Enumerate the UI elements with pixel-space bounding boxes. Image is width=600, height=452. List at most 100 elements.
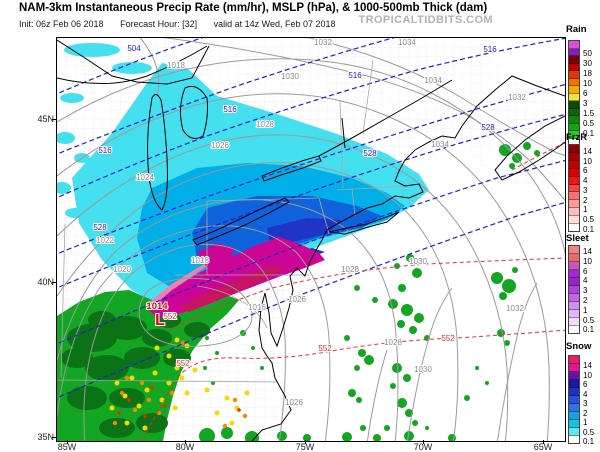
precip-speck (356, 397, 362, 403)
precip-speck (112, 420, 118, 426)
precip-speck (392, 363, 402, 373)
precip-speck (360, 425, 366, 431)
legend-color-cell (569, 131, 579, 139)
legend-color-cell (569, 56, 579, 64)
precip-patch (60, 93, 84, 103)
legend-value-label: 18 (583, 69, 592, 78)
legend-color-cell (569, 286, 579, 294)
legend-value-label: 14 (583, 147, 592, 156)
precip-speck (485, 381, 489, 385)
legend-color-cell (569, 310, 579, 318)
legend-colorbar-rain (568, 40, 580, 146)
precip-speck (348, 389, 356, 397)
legend-color-cell (569, 388, 579, 396)
legend-color-cell (569, 412, 579, 420)
precip-speck (242, 413, 248, 419)
precip-speck (403, 374, 411, 382)
precip-speck (143, 414, 147, 418)
precip-patch (85, 355, 129, 381)
legend-value-label: 1 (583, 305, 588, 315)
legend-value-label: 10 (583, 370, 592, 380)
precip-speck (214, 410, 220, 416)
legend-value-label: 6 (583, 166, 588, 176)
legend-color-cell (569, 184, 579, 193)
coastlines (57, 39, 565, 441)
legend-color-cell (569, 428, 579, 436)
run-info: Init: 06z Feb 06 2018 Forecast Hour: [32… (19, 19, 350, 29)
precip-patch (88, 311, 116, 329)
lat-label: 40N (37, 277, 54, 287)
rain-shading (57, 142, 540, 441)
thickness-label-cold: 516 (348, 71, 362, 80)
legend-color-cell (569, 176, 579, 185)
precip-speck (354, 285, 360, 291)
precip-patch (109, 149, 125, 157)
precip-patch (67, 324, 117, 352)
legend-value-label: 0.1 (583, 224, 595, 234)
legend-color-cell (569, 326, 579, 333)
precip-speck (154, 345, 160, 351)
mslp-contours (57, 38, 565, 441)
legend-color-cell (569, 302, 579, 310)
precip-speck (475, 366, 479, 370)
legend-color-cell (569, 396, 579, 404)
precip-speck (373, 434, 381, 441)
lat-label: 45N (37, 114, 54, 124)
valid-time: valid at 14z Wed, Feb 07 2018 (213, 19, 336, 29)
legend-color-cell (569, 78, 579, 86)
precip-speck (205, 336, 209, 340)
mslp-label: 1020 (113, 265, 131, 274)
precip-speck (372, 297, 378, 303)
mslp-label: 1032 (506, 304, 524, 313)
legend-value-label: 4 (583, 389, 588, 399)
mslp-label: 1028 (256, 120, 274, 129)
mslp-label: 1018 (167, 61, 185, 70)
precip-speck (124, 375, 130, 381)
mslp-label: 1034 (398, 38, 416, 47)
forecast-hour: Forecast Hour: [32] (120, 19, 198, 29)
legend-color-cell (569, 71, 579, 79)
precip-speck (144, 387, 150, 393)
legend-color-cell (569, 101, 579, 109)
thickness-label-cold: 504 (127, 44, 141, 53)
precip-speck (448, 434, 456, 441)
precip-speck (163, 404, 167, 408)
legend-value-label: 0.5 (583, 427, 595, 437)
precip-speck (497, 329, 505, 337)
lon-label: 65W (533, 442, 553, 452)
legend-color-cell (569, 356, 579, 364)
legend-color-cell (569, 192, 579, 201)
precip-patch (184, 322, 210, 338)
legend-value-label: 2 (583, 408, 588, 418)
precip-speck (229, 420, 235, 426)
precip-speck (512, 267, 518, 273)
precip-patch (107, 316, 147, 340)
precip-speck (122, 393, 128, 399)
precip-speck (215, 351, 219, 355)
legend-title-rain: Rain (566, 24, 587, 35)
precip-speck (180, 340, 186, 346)
precip-speck (203, 366, 207, 370)
legend-color-cell (569, 152, 579, 161)
lon-tick (543, 440, 544, 444)
mslp-label: 1026 (285, 398, 303, 407)
contour-labels: 1018 1030 1032 1034 1034 1032 1028 1026 1034 1024… (92, 38, 527, 408)
legend-color-cell (569, 138, 579, 145)
legend-value-label: 0.5 (583, 119, 595, 128)
precip-patch (163, 349, 191, 367)
legend-value-label: 30 (583, 59, 592, 68)
legend-color-cell (569, 372, 579, 380)
precip-speck (464, 395, 470, 401)
watermark-logo: TROPICALTIDBITS.COM (358, 14, 493, 26)
legend-color-cell (569, 246, 579, 254)
legend-color-cell (569, 224, 579, 231)
precip-speck (244, 390, 250, 396)
precip-patch (109, 388, 145, 408)
precip-speck (491, 272, 503, 284)
precip-speck (166, 380, 172, 386)
precip-speck (364, 355, 374, 365)
precip-speck (172, 405, 178, 411)
legend-color-cell (569, 116, 579, 124)
mslp-label: 1016 (248, 303, 266, 312)
